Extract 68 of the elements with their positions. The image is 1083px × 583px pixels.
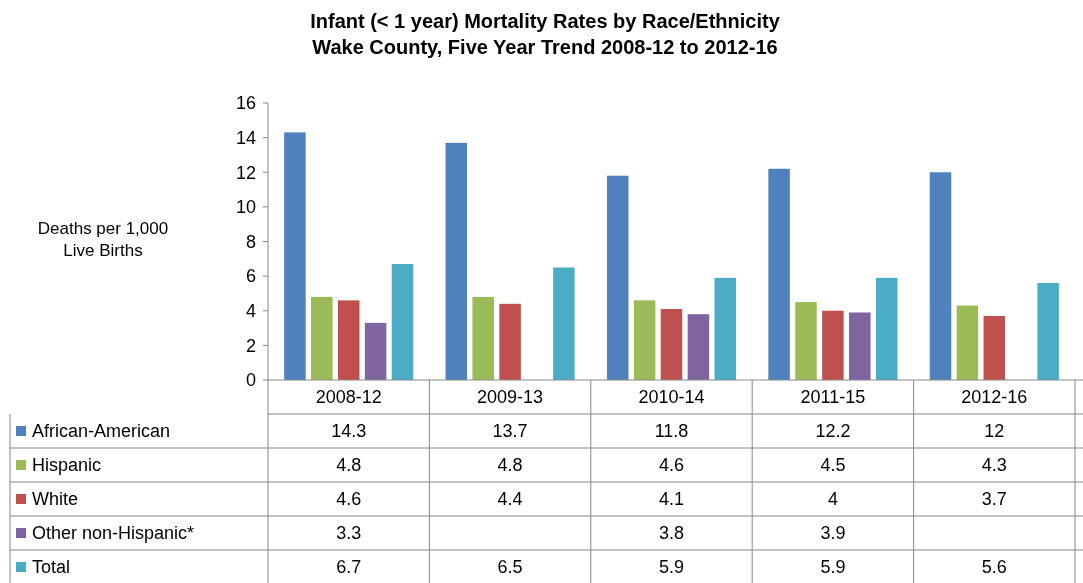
chart-title: Infant (< 1 year) Mortality Rates by Race/Ethnicity: [310, 10, 781, 32]
legend-label: African-American: [32, 421, 171, 442]
x-tick-label: 2009-13: [477, 387, 544, 408]
y-tick-label: 10: [235, 197, 256, 218]
bar: [391, 264, 414, 380]
y-tick-label: 16: [235, 93, 256, 114]
data-label: 4.6: [336, 489, 362, 510]
data-label: 6.7: [336, 557, 362, 578]
data-label: 5.6: [981, 557, 1007, 578]
bar: [956, 305, 979, 380]
data-label: 14.3: [331, 421, 367, 442]
data-label: 6.5: [497, 557, 523, 578]
bar: [284, 132, 306, 380]
y-axis-title: Deaths per 1,000 Live Births: [37, 219, 169, 260]
data-label: 4: [827, 489, 838, 510]
x-tick-label: 2012-16: [961, 387, 1028, 408]
data-label: 3.8: [658, 523, 685, 544]
data-label: 11.8: [654, 421, 689, 442]
bar: [364, 322, 387, 380]
bar: [1037, 283, 1059, 380]
x-tick-label: 2011-15: [800, 387, 866, 408]
data-label: 12.2: [815, 421, 851, 442]
x-tick-label: 2010-14: [638, 387, 705, 408]
bar: [633, 300, 656, 380]
bar: [687, 314, 710, 380]
bar: [714, 277, 737, 380]
bar: [553, 267, 575, 380]
y-tick-label: 14: [235, 127, 256, 148]
bar: [849, 312, 871, 380]
bar: [795, 302, 817, 380]
bar: [929, 172, 952, 380]
data-label: 13.7: [492, 421, 528, 442]
bar: [311, 296, 333, 380]
bar: [337, 300, 360, 380]
data-label: 4.3: [981, 455, 1007, 476]
bar: [768, 168, 790, 380]
y-tick-label: 0: [245, 370, 256, 391]
legend-label: White: [32, 489, 79, 510]
chart-subtitle: Wake County, Five Year Trend 2008-12 to 2012-16: [312, 36, 778, 58]
data-label: 4.6: [658, 455, 685, 476]
bar: [660, 309, 683, 380]
data-label: 12: [984, 421, 1005, 442]
bar: [445, 142, 468, 380]
data-label: 4.8: [336, 455, 362, 476]
bar: [822, 310, 844, 380]
data-label: 4.4: [497, 489, 523, 510]
bar: [875, 277, 898, 380]
bar: [499, 303, 521, 380]
data-label: 3.9: [820, 523, 846, 544]
y-tick-label: 4: [245, 301, 256, 322]
data-label: 3.7: [981, 489, 1007, 510]
bar: [983, 315, 1006, 380]
data-label: 4.8: [497, 455, 523, 476]
legend-label: Other non-Hispanic*: [32, 523, 195, 544]
y-tick-label: 6: [245, 266, 256, 287]
y-tick-label: 12: [235, 162, 256, 183]
data-label: 3.3: [336, 523, 362, 544]
bar: [606, 175, 629, 380]
y-tick-label: 2: [245, 335, 256, 356]
x-tick-label: 2008-12: [315, 387, 382, 408]
y-tick-label: 8: [245, 231, 256, 252]
legend-label: Total: [32, 557, 71, 578]
data-label: 4.5: [820, 455, 846, 476]
data-label: 4.1: [658, 489, 685, 510]
legend-label: Hispanic: [32, 455, 102, 476]
data-label: 5.9: [820, 557, 846, 578]
data-label: 5.9: [658, 557, 685, 578]
bar: [472, 296, 494, 380]
